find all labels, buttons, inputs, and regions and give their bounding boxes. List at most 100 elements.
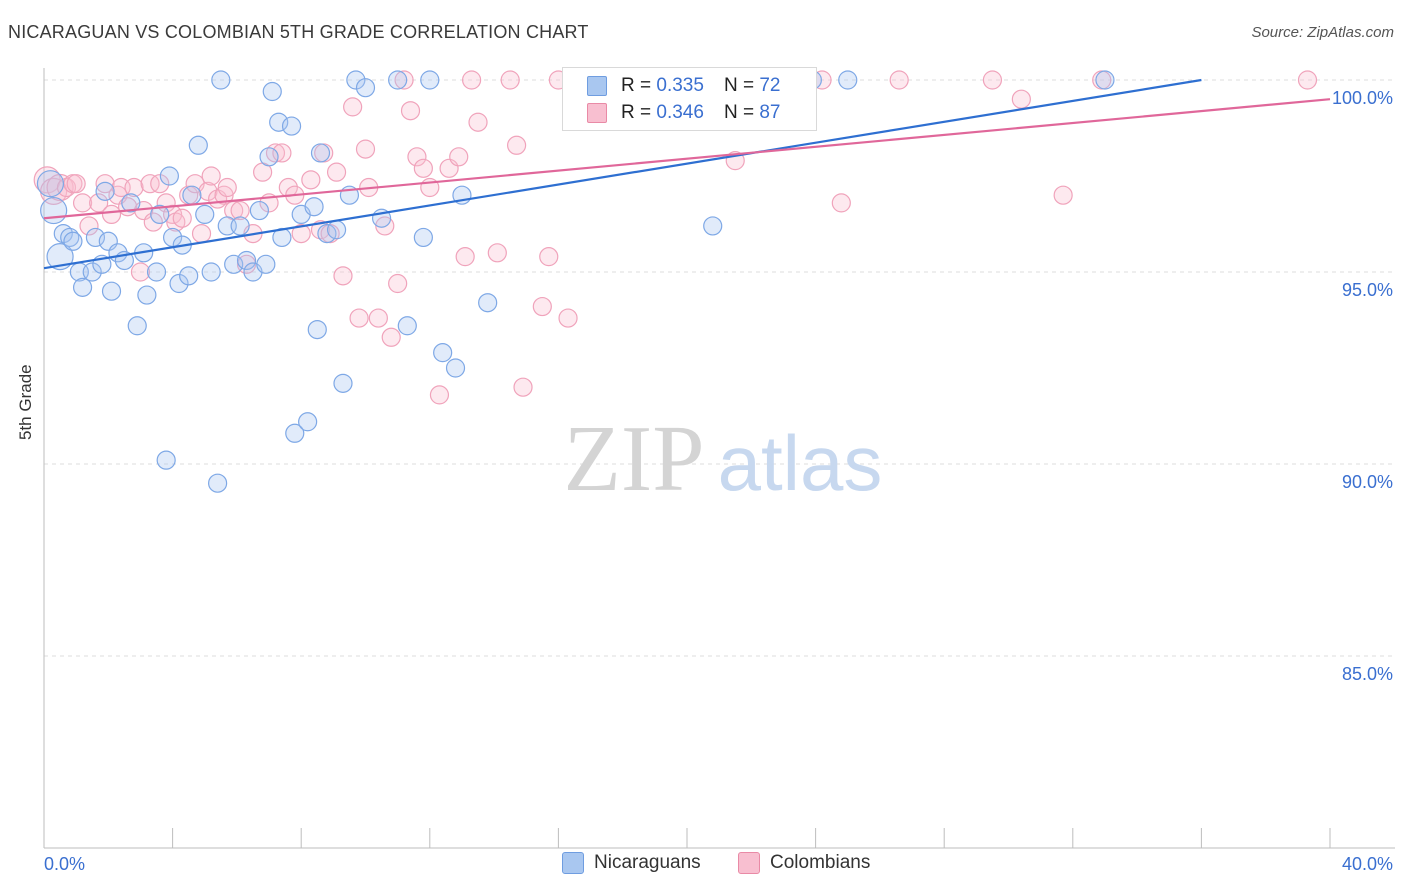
y-axis-title: 5th Grade bbox=[16, 364, 35, 440]
legend-swatch-colombians bbox=[587, 103, 607, 123]
nicaraguans-point bbox=[137, 285, 157, 305]
nicaraguans-point bbox=[195, 204, 215, 224]
nicaraguans-point bbox=[307, 320, 327, 340]
colombians-point bbox=[982, 70, 1003, 90]
nicaraguans-point bbox=[182, 185, 202, 205]
colombians-point bbox=[201, 166, 221, 186]
colombians-point bbox=[89, 193, 109, 213]
nicaraguans-point bbox=[127, 316, 147, 336]
colombians-point bbox=[272, 143, 292, 163]
nicaraguans-point bbox=[478, 293, 498, 313]
colombians-point bbox=[513, 377, 533, 397]
legend-r-value: 0.346 bbox=[656, 102, 704, 123]
colombians-point bbox=[1297, 70, 1318, 90]
colombians-point bbox=[301, 170, 321, 190]
colombians-point bbox=[381, 327, 401, 347]
y-tick-label: 90.0% bbox=[1342, 472, 1393, 492]
colombians-point bbox=[532, 296, 552, 317]
nicaraguans-point bbox=[72, 277, 93, 297]
colombians-point bbox=[539, 247, 559, 267]
colombians-point bbox=[487, 243, 507, 263]
colombians-point bbox=[1011, 89, 1031, 109]
nicaraguans-point bbox=[146, 262, 167, 282]
y-tick-label: 95.0% bbox=[1342, 280, 1393, 300]
nicaraguans-point bbox=[838, 70, 858, 90]
bottom-legend-nicaraguans[interactable]: Nicaraguans bbox=[562, 852, 701, 874]
colombians-point bbox=[889, 70, 909, 90]
nicaraguans-point bbox=[169, 273, 189, 294]
nicaraguans-point bbox=[188, 135, 208, 155]
legend-r-label: R = bbox=[621, 75, 652, 96]
legend-r-label: R = bbox=[621, 102, 652, 123]
legend-swatch-nicaraguans bbox=[587, 76, 607, 96]
nicaraguans-point bbox=[156, 450, 176, 470]
nicaraguans-point bbox=[82, 262, 102, 282]
nicaraguans-point bbox=[101, 281, 122, 301]
legend-row-nicaraguans: R = 0.335 N = 72 bbox=[587, 74, 780, 98]
nicaraguans-point bbox=[445, 358, 466, 378]
nicaraguans-point bbox=[703, 216, 723, 236]
colombians-point bbox=[368, 308, 388, 328]
nicaraguans-point bbox=[179, 266, 199, 286]
nicaraguans-trend-line bbox=[43, 78, 1202, 270]
colombians-point bbox=[461, 70, 482, 90]
colombians-point bbox=[349, 308, 369, 328]
nicaraguans-point bbox=[85, 227, 106, 248]
colombians-point bbox=[394, 70, 414, 90]
stats-legend: R = 0.335 N = 72 R = 0.346 N = 87 bbox=[562, 67, 817, 131]
chart-source: Source: ZipAtlas.com bbox=[1251, 24, 1394, 41]
nicaraguans-point bbox=[413, 227, 433, 248]
colombians-point bbox=[388, 273, 408, 294]
nicaraguans-point bbox=[281, 116, 302, 136]
colombians-point bbox=[124, 177, 144, 198]
colombians-point bbox=[343, 97, 363, 117]
colombians-point bbox=[150, 174, 170, 194]
nicaraguans-point bbox=[230, 216, 250, 236]
colombians-point bbox=[326, 162, 347, 182]
colombians-point bbox=[400, 101, 421, 121]
nicaraguans-point bbox=[433, 343, 453, 363]
legend-n-label: N = bbox=[723, 102, 755, 123]
legend-label-colombians: Colombians bbox=[770, 852, 871, 873]
nicaraguans-point bbox=[256, 254, 276, 274]
legend-n-label: N = bbox=[723, 75, 755, 96]
nicaraguans-point bbox=[355, 78, 376, 98]
colombians-point bbox=[291, 224, 311, 244]
nicaraguans-point bbox=[346, 70, 366, 90]
bottom-legend-colombians[interactable]: Colombians bbox=[738, 852, 870, 874]
nicaraguans-point bbox=[269, 112, 289, 132]
colombians-point bbox=[429, 385, 450, 405]
nicaraguans-point bbox=[211, 70, 231, 90]
grid-lines bbox=[44, 79, 1395, 657]
legend-r-value: 0.335 bbox=[656, 75, 704, 96]
nicaraguans-point bbox=[150, 204, 170, 224]
y-tick-label: 85.0% bbox=[1342, 664, 1393, 684]
colombians-point bbox=[413, 158, 433, 178]
colombians-point bbox=[1053, 185, 1073, 205]
colombians-point bbox=[449, 147, 469, 167]
nicaraguans-point bbox=[46, 243, 74, 271]
nicaraguans-point bbox=[317, 224, 337, 244]
colombians-point bbox=[140, 174, 160, 194]
nicaraguans-point bbox=[262, 81, 282, 102]
colombians-point bbox=[66, 174, 86, 194]
colombians-point bbox=[198, 181, 218, 201]
nicaraguans-point bbox=[333, 373, 353, 393]
colombians-point bbox=[333, 266, 353, 286]
legend-n-value: 87 bbox=[759, 102, 781, 123]
nicaraguans-point bbox=[159, 166, 179, 186]
nicaraguans-point bbox=[40, 196, 68, 225]
colombians-point bbox=[355, 139, 376, 159]
legend-n-value: 72 bbox=[759, 75, 781, 96]
colombians-points bbox=[33, 70, 1318, 405]
nicaraguans-point bbox=[63, 231, 83, 251]
colombians-point bbox=[72, 193, 93, 213]
nicaraguans-point bbox=[310, 143, 331, 163]
nicaraguans-point bbox=[95, 181, 115, 201]
colombians-point bbox=[191, 224, 212, 244]
colombians-point bbox=[455, 247, 475, 267]
colombians-point bbox=[79, 216, 99, 236]
nicaraguans-point bbox=[201, 262, 221, 282]
nicaraguans-point bbox=[1095, 70, 1115, 90]
